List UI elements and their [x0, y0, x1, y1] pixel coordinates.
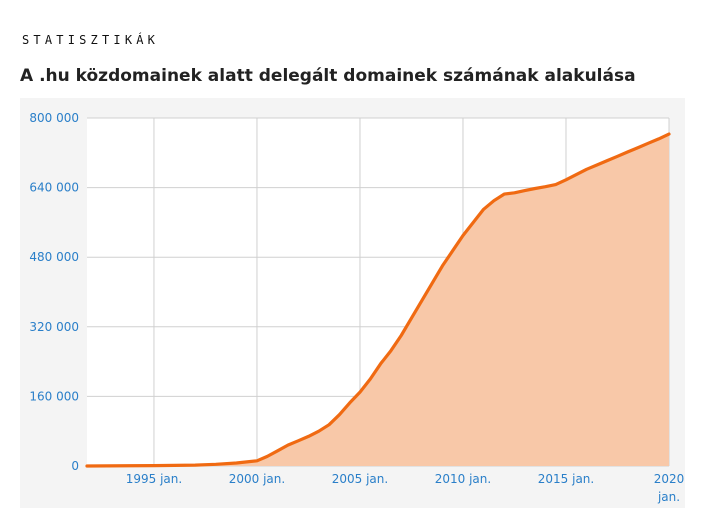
area-fill [87, 134, 669, 466]
data-point [215, 463, 217, 465]
data-point [452, 250, 454, 252]
data-point [544, 186, 546, 188]
y-tick-label: 320 000 [29, 320, 79, 334]
data-point [503, 193, 505, 195]
data-point [524, 189, 526, 191]
data-point [256, 460, 258, 462]
data-point [441, 265, 443, 267]
data-point [328, 424, 330, 426]
data-point [86, 465, 88, 467]
data-point [493, 200, 495, 202]
data-point [431, 282, 433, 284]
data-point [379, 363, 381, 365]
data-point [627, 151, 629, 153]
area-chart: 0 160 000 320 000 480 000 640 000 800 000 1995… [29, 111, 685, 504]
data-point [400, 334, 402, 336]
data-point [565, 179, 567, 181]
data-point [266, 455, 268, 457]
data-point [596, 164, 598, 166]
data-point [338, 414, 340, 416]
data-point [390, 350, 392, 352]
data-point [287, 444, 289, 446]
y-tick-label: 0 [71, 459, 79, 473]
data-point [575, 173, 577, 175]
section-label: STATISZTIKÁK [22, 33, 160, 47]
data-point [585, 168, 587, 170]
x-tick-label: 1995 jan. [126, 472, 182, 486]
data-point [369, 378, 371, 380]
data-point [658, 138, 660, 140]
x-tick-label-line2: jan. [657, 490, 680, 504]
data-point [307, 435, 309, 437]
series-line [85, 132, 671, 468]
chart-title: A .hu közdomainek alatt delegált domaine… [20, 66, 636, 86]
data-point [297, 440, 299, 442]
y-tick-label: 640 000 [29, 181, 79, 195]
data-point [555, 183, 557, 185]
data-point [276, 450, 278, 452]
data-point [349, 402, 351, 404]
data-point [482, 208, 484, 210]
data-point [235, 462, 237, 464]
x-tick-label: 2010 jan. [435, 472, 491, 486]
x-tick-label: 2000 jan. [229, 472, 285, 486]
data-point [616, 155, 618, 157]
data-point [534, 187, 536, 189]
y-tick-label: 160 000 [29, 389, 79, 403]
data-point [647, 142, 649, 144]
y-tick-label: 480 000 [29, 250, 79, 264]
data-point [513, 192, 515, 194]
data-point [637, 146, 639, 148]
data-point [153, 464, 155, 466]
data-point [606, 159, 608, 161]
chart-panel: 0 160 000 320 000 480 000 640 000 800 000 1995… [20, 98, 685, 508]
x-tick-label: 2015 jan. [538, 472, 594, 486]
data-point [472, 221, 474, 223]
data-point [462, 234, 464, 236]
x-tick-label: 2005 jan. [332, 472, 388, 486]
data-point [410, 317, 412, 319]
y-tick-label: 800 000 [29, 111, 79, 125]
x-tick-label: 2020 [654, 472, 685, 486]
data-point [194, 464, 196, 466]
data-point [359, 391, 361, 393]
data-point [318, 430, 320, 432]
data-point [421, 300, 423, 302]
data-point [668, 133, 670, 135]
